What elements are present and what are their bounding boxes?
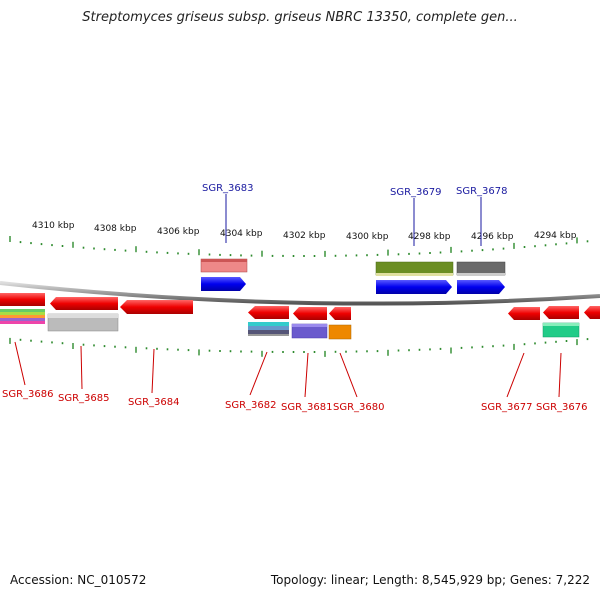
gene-label-sgr-3676[interactable]: SGR_3676 bbox=[536, 402, 588, 413]
map-title: Streptomyces griseus subsp. griseus NBRC… bbox=[82, 10, 518, 25]
gene-arrow-reverse[interactable] bbox=[508, 307, 540, 320]
gene-label-sgr-3682[interactable]: SGR_3682 bbox=[225, 400, 277, 411]
gene-leader-line bbox=[558, 352, 562, 398]
feature-bar[interactable] bbox=[0, 312, 45, 315]
gene-label-sgr-3683[interactable]: SGR_3683 bbox=[202, 183, 254, 194]
gene-arrow-forward[interactable] bbox=[457, 280, 505, 294]
feature-bar[interactable] bbox=[248, 330, 289, 334]
gene-arrow-reverse[interactable] bbox=[584, 306, 600, 319]
accession-text: Accession: NC_010572 bbox=[10, 573, 147, 587]
feature-bar[interactable] bbox=[248, 322, 289, 326]
feature-bar[interactable] bbox=[48, 314, 118, 318]
feature-bar[interactable] bbox=[201, 259, 247, 262]
genome-summary-text: Topology: linear; Length: 8,545,929 bp; … bbox=[270, 573, 590, 587]
ruler-ticks-lower bbox=[9, 337, 589, 357]
ruler-label: 4298 kbp bbox=[408, 232, 451, 242]
gene-leader-line bbox=[80, 345, 83, 390]
gene-arrow-reverse[interactable] bbox=[120, 300, 193, 314]
ruler-label: 4294 kbp bbox=[534, 231, 577, 241]
gene-leader-line bbox=[151, 348, 155, 394]
genome-backbone bbox=[0, 281, 600, 306]
ruler-label: 4306 kbp bbox=[157, 227, 200, 237]
gene-label-sgr-3686[interactable]: SGR_3686 bbox=[2, 389, 54, 400]
feature-bar[interactable] bbox=[248, 326, 289, 330]
gene-label-sgr-3678[interactable]: SGR_3678 bbox=[456, 186, 508, 197]
gene-arrow-reverse[interactable] bbox=[248, 306, 289, 319]
ruler-label: 4296 kbp bbox=[471, 232, 514, 242]
gene-label-sgr-3681[interactable]: SGR_3681 bbox=[281, 402, 333, 413]
feature-bar[interactable] bbox=[457, 273, 505, 276]
gene-arrow-reverse[interactable] bbox=[543, 306, 579, 319]
gene-label-sgr-3685[interactable]: SGR_3685 bbox=[58, 393, 110, 404]
gene-arrow-reverse[interactable] bbox=[329, 307, 351, 320]
gene-leader-line bbox=[506, 352, 525, 398]
gene-arrow-reverse[interactable] bbox=[293, 307, 327, 320]
gene-label-sgr-3677[interactable]: SGR_3677 bbox=[481, 402, 533, 413]
gene-arrow-forward[interactable] bbox=[376, 280, 452, 294]
gene-leader-line bbox=[339, 352, 358, 398]
gene-label-sgr-3679[interactable]: SGR_3679 bbox=[390, 187, 442, 198]
ruler-label: 4302 kbp bbox=[283, 231, 326, 241]
gene-leader-line bbox=[249, 351, 268, 396]
gene-arrow-reverse[interactable] bbox=[50, 297, 118, 310]
feature-bar[interactable] bbox=[0, 315, 45, 318]
ruler-label: 4304 kbp bbox=[220, 229, 263, 239]
ruler-label: 4308 kbp bbox=[94, 224, 137, 234]
ruler-ticks-upper bbox=[9, 236, 589, 257]
feature-bar[interactable] bbox=[0, 321, 45, 324]
feature-bar[interactable] bbox=[0, 318, 45, 321]
gene-leader-line bbox=[304, 352, 309, 398]
feature-bar[interactable] bbox=[0, 309, 45, 312]
ruler-label: 4300 kbp bbox=[346, 232, 389, 242]
gene-label-sgr-3684[interactable]: SGR_3684 bbox=[128, 397, 180, 408]
gene-arrow-reverse[interactable] bbox=[0, 293, 45, 306]
feature-bar[interactable] bbox=[248, 334, 289, 336]
ruler-label: 4310 kbp bbox=[32, 221, 75, 231]
feature-bar[interactable] bbox=[543, 323, 579, 326]
gene-label-sgr-3680[interactable]: SGR_3680 bbox=[333, 402, 385, 413]
feature-bar[interactable] bbox=[376, 273, 453, 276]
feature-bar[interactable] bbox=[328, 324, 352, 340]
feature-bar[interactable] bbox=[292, 324, 327, 327]
gene-arrow-forward[interactable] bbox=[201, 277, 246, 291]
gene-leader-line bbox=[14, 341, 26, 386]
